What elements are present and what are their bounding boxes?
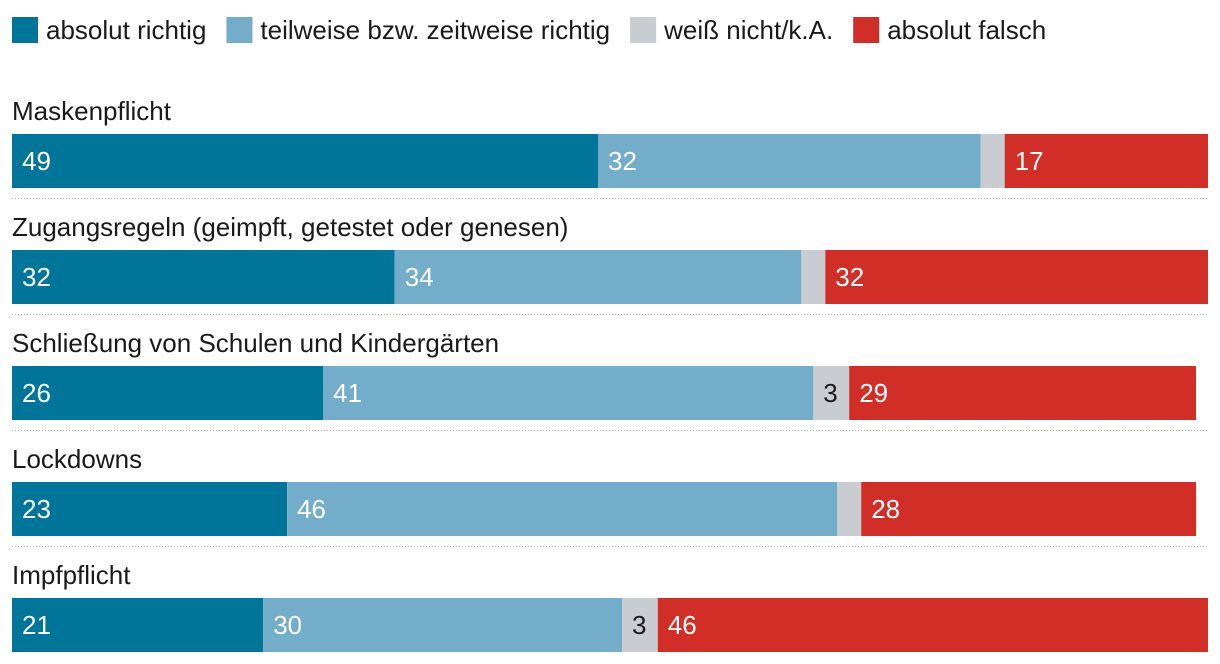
data-label: 32 [22, 262, 51, 292]
legend-swatch [630, 17, 657, 43]
bar-segment-weiss-nicht-k-a [622, 598, 658, 652]
category-label: Lockdowns [12, 444, 142, 474]
legend: absolut richtig teilweise bzw. zeitweise … [12, 15, 1046, 45]
legend-item-absolut-richtig: absolut richtig [12, 15, 206, 45]
bar-row-lockdowns: Lockdowns 23 46 28 [12, 444, 1208, 547]
category-label: Maskenpflicht [12, 96, 172, 126]
bar-segment-weiss-nicht-k-a [801, 250, 826, 304]
category-label: Impfpflicht [12, 560, 131, 590]
bar-segment-absolut-richtig [12, 598, 264, 652]
data-label: 28 [871, 494, 900, 524]
bar-segment-teilweise-bzw-zeitweise-richtig [394, 250, 802, 304]
bar-segment-weiss-nicht-k-a [813, 366, 850, 420]
legend-swatch [12, 17, 38, 43]
bar-rows: Maskenpflicht 49 32 17 Zugangsregeln (geimpf… [12, 96, 1208, 652]
legend-label: weiß nicht/k.A. [663, 15, 833, 45]
bar-segment-absolut-richtig [12, 482, 288, 536]
bar-segment-absolut-falsch [657, 598, 1208, 652]
data-label: 26 [22, 378, 51, 408]
bar-segment-absolut-falsch [861, 482, 1197, 536]
legend-label: absolut richtig [46, 15, 206, 45]
bar-segment-absolut-falsch [825, 250, 1208, 304]
bar-segment-absolut-richtig [12, 250, 395, 304]
bar-row-schliessung-von-schulen-und-kindergaerten: Schließung von Schulen und Kindergärten 2… [12, 328, 1208, 431]
data-label: 34 [405, 262, 434, 292]
data-label: 23 [22, 494, 51, 524]
bar-segment-absolut-richtig [12, 366, 323, 420]
data-label: 29 [859, 378, 888, 408]
data-label: 21 [22, 610, 51, 640]
data-label: 49 [22, 146, 51, 176]
bar-segment-absolut-falsch [849, 366, 1196, 420]
category-label: Zugangsregeln (geimpft, getestet oder ge… [12, 212, 568, 242]
legend-swatch [853, 17, 880, 43]
bar-segment-teilweise-bzw-zeitweise-richtig [598, 134, 981, 188]
data-label: 17 [1015, 146, 1044, 176]
legend-item-weiss-nicht-k-a: weiß nicht/k.A. [630, 15, 833, 45]
legend-label: teilweise bzw. zeitweise richtig [260, 15, 610, 45]
data-label: 30 [273, 610, 302, 640]
bar-segment-teilweise-bzw-zeitweise-richtig [323, 366, 814, 420]
bar-segment-weiss-nicht-k-a [837, 482, 862, 536]
bar-segment-absolut-richtig [12, 134, 598, 188]
bar-segment-teilweise-bzw-zeitweise-richtig [263, 598, 622, 652]
data-label: 32 [608, 146, 637, 176]
bar-segment-teilweise-bzw-zeitweise-richtig [287, 482, 838, 536]
bar-row-zugangsregeln-geimpft-getestet-oder-genesen: Zugangsregeln (geimpft, getestet oder ge… [12, 212, 1208, 315]
data-label: 41 [333, 378, 362, 408]
bar-segment-weiss-nicht-k-a [980, 134, 1005, 188]
data-label: 46 [668, 610, 697, 640]
data-label: 3 [632, 610, 646, 640]
category-label: Schließung von Schulen und Kindergärten [12, 328, 499, 358]
data-label: 32 [835, 262, 864, 292]
legend-item-absolut-falsch: absolut falsch [853, 15, 1046, 45]
bar-row-maskenpflicht: Maskenpflicht 49 32 17 [12, 96, 1208, 199]
legend-item-teilweise-bzw-zeitweise-richtig: teilweise bzw. zeitweise richtig [226, 15, 610, 45]
legend-label: absolut falsch [887, 15, 1046, 45]
legend-swatch [226, 17, 253, 43]
bar-row-impfpflicht: Impfpflicht 21 30 3 46 [12, 560, 1208, 652]
bar-segment-absolut-falsch [1004, 134, 1208, 188]
data-label: 3 [823, 378, 837, 408]
data-label: 46 [297, 494, 326, 524]
